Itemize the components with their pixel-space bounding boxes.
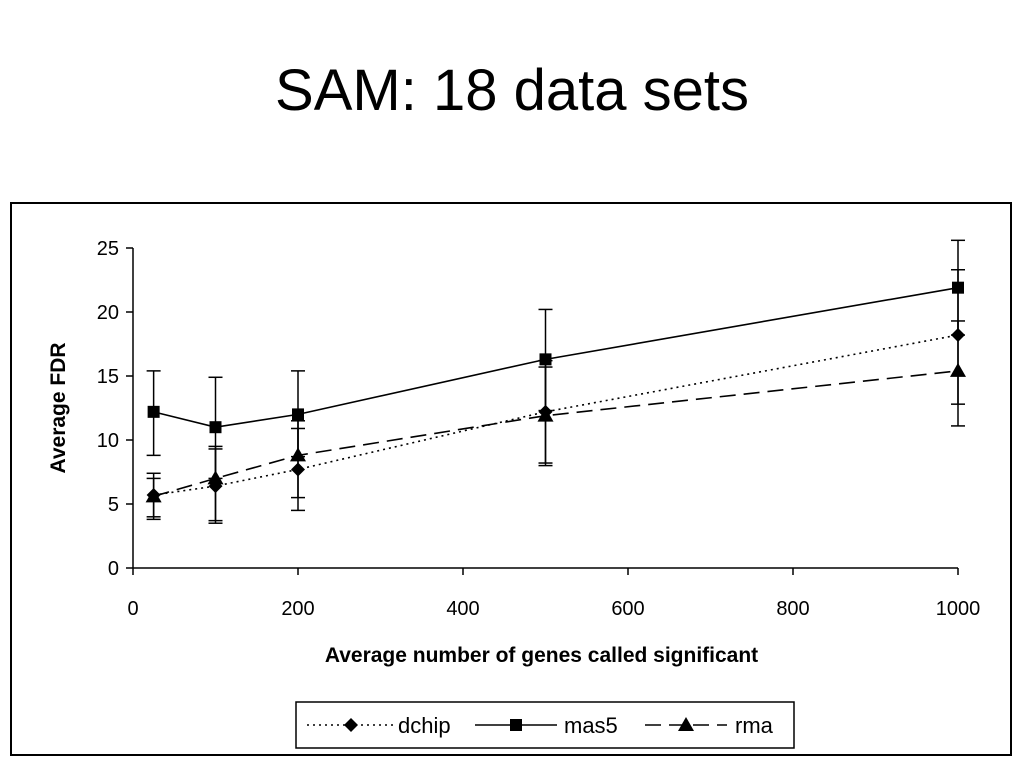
x-tick-label: 1000: [936, 598, 981, 620]
data-point-mas5: [292, 408, 304, 421]
legend-label-mas5: mas5: [564, 713, 618, 738]
chart-axes: 0 5 10 15 20 25 0 200 400 600 800 1000: [97, 238, 981, 620]
data-point-mas5: [209, 421, 222, 434]
slide-title: SAM: 18 data sets: [275, 58, 749, 123]
data-point-mas5: [147, 405, 160, 418]
series-rma: [145, 320, 966, 524]
x-tick-label: 400: [446, 598, 479, 620]
y-tick-label: 25: [97, 238, 119, 260]
x-tick-label: 0: [127, 598, 138, 620]
x-axis-title: Average number of genes called significa…: [325, 644, 758, 667]
data-point-rma: [207, 470, 224, 485]
series-line-rma: [153, 370, 959, 498]
series-mas5: [146, 239, 965, 480]
legend-marker-mas5: [510, 719, 522, 731]
data-point-rma: [950, 362, 966, 377]
data-point-rma: [290, 447, 306, 462]
y-tick-label: 0: [108, 558, 119, 580]
y-tick-label: 15: [97, 366, 119, 388]
data-point-rma: [537, 407, 554, 422]
chart-frame: [10, 202, 1012, 756]
y-tick-label: 10: [97, 430, 119, 452]
legend-marker-rma: [678, 717, 694, 731]
legend-box: [295, 701, 795, 749]
legend-marker-dchip: [344, 718, 358, 732]
data-point-mas5: [952, 281, 964, 294]
y-axis-title: Average FDR: [47, 342, 70, 473]
legend-label-rma: rma: [735, 713, 774, 738]
legend-label-dchip: dchip: [398, 713, 451, 738]
chart-legend: dchip mas5 rma: [295, 701, 795, 749]
y-tick-label: 20: [97, 302, 119, 324]
data-point-mas5: [539, 353, 552, 366]
x-tick-label: 200: [281, 598, 314, 620]
x-tick-label: 600: [611, 598, 644, 620]
x-tick-label: 800: [776, 598, 809, 620]
y-tick-label: 5: [108, 494, 119, 516]
chart-plot-area: [145, 239, 966, 524]
data-point-rma: [145, 488, 162, 503]
series-line-dchip: [153, 334, 959, 496]
